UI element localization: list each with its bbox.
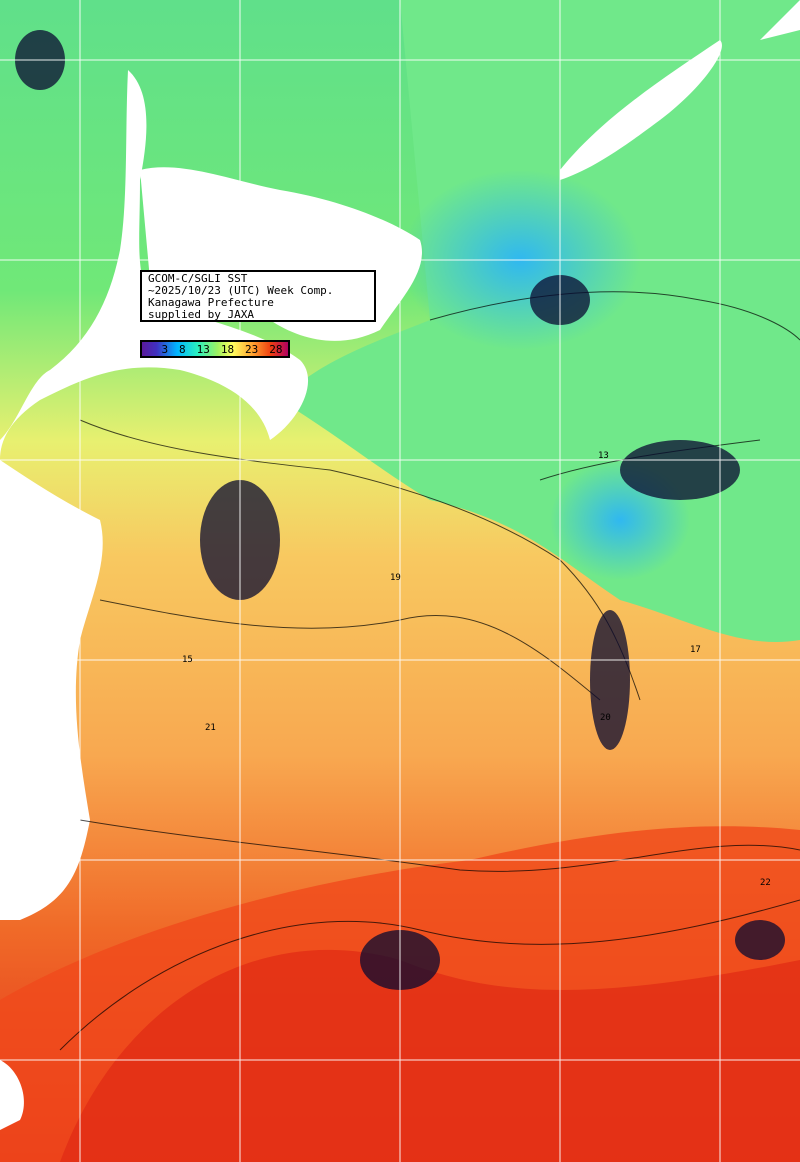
product-info-box: GCOM-C/SGLI SST ~2025/10/23 (UTC) Week C…: [140, 270, 376, 322]
colorbar-tick: 23: [245, 342, 259, 356]
product-region: Kanagawa Prefecture: [148, 296, 274, 309]
colorbar-tick: 18: [220, 342, 235, 356]
land-izu-west: [0, 460, 103, 920]
sea-warm-core: [60, 949, 800, 1162]
contour-label: 19: [390, 573, 401, 583]
land-miura-peninsula: [0, 70, 309, 460]
contour-label: 17: [690, 645, 701, 655]
land-boso-strip: [560, 40, 722, 180]
colorbar-tick: 28: [269, 342, 283, 356]
product-credit: supplied by JAXA: [148, 308, 254, 321]
contour-lines: [59, 291, 800, 1051]
contour-label: 15: [182, 655, 193, 665]
temperature-colorbar: 3 8 13 18 23 28: [140, 340, 290, 358]
contour-label: 21: [205, 723, 216, 733]
product-date: ~2025/10/23 (UTC) Week Comp.: [148, 284, 334, 297]
contour-label: 13: [598, 451, 609, 461]
colorbar-tick: 13: [196, 342, 210, 356]
contour-label: 22: [760, 878, 771, 888]
contour-label: 20: [600, 713, 611, 723]
land-bottom-left: [0, 1060, 24, 1130]
colorbar-tick: 8: [179, 342, 186, 356]
colorbar-tick: 3: [161, 342, 169, 356]
product-title: GCOM-C/SGLI SST: [148, 272, 248, 285]
land-top-right: [760, 0, 800, 40]
contour-labels: 13 15 17 19 20 21 22: [182, 451, 771, 888]
